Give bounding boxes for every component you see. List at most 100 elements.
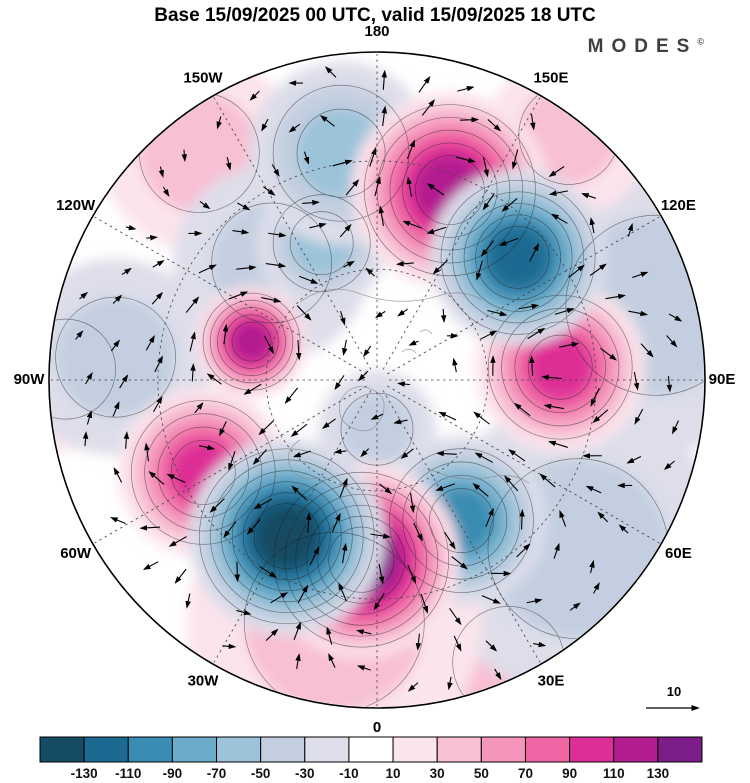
wind-arrow	[407, 682, 419, 692]
wind-arrow	[543, 403, 565, 410]
wind-arrow	[261, 297, 282, 303]
wind-arrow	[142, 561, 159, 570]
wind-arrow	[258, 420, 274, 436]
wind-arrow	[174, 568, 187, 584]
wind-arrow	[189, 331, 196, 352]
wind-arrow	[413, 522, 423, 542]
wind-arrow	[504, 475, 519, 492]
colorbar-tick-label: 50	[474, 766, 489, 781]
contour	[317, 515, 406, 604]
wind-vectors	[75, 66, 683, 692]
wind-arrow	[378, 205, 385, 226]
wind-arrow	[508, 449, 526, 462]
wind-arrow	[265, 262, 287, 269]
wind-arrow	[110, 517, 126, 524]
wind-arrow	[342, 339, 348, 356]
wind-arrow	[378, 563, 385, 585]
wind-arrow	[324, 66, 337, 78]
contour	[209, 300, 294, 384]
contour	[50, 318, 116, 420]
wind-arrow	[436, 450, 457, 457]
wind-arrow	[626, 456, 642, 464]
wind-arrow	[473, 411, 490, 425]
wind-arrow	[237, 202, 251, 211]
wind-arrow	[451, 556, 468, 570]
wind-arrow	[511, 149, 519, 170]
meridian-line	[387, 385, 660, 544]
wind-arrow	[331, 512, 341, 533]
contour	[253, 503, 320, 570]
wind-arrow	[440, 308, 447, 323]
contour	[224, 314, 279, 369]
wind-arrow	[406, 176, 413, 197]
wind-arrow	[181, 149, 188, 162]
wind-arrow	[148, 470, 165, 485]
wind-arrow	[246, 518, 261, 535]
colorbar-segment	[127, 736, 173, 763]
wind-arrow	[476, 260, 483, 281]
colorbar-tick-label: 110	[603, 766, 625, 781]
wind-arrow	[154, 355, 163, 373]
wind-arrow	[249, 90, 260, 101]
wind-arrow	[295, 340, 302, 361]
wind-arrow	[408, 339, 419, 346]
wind-arrow	[79, 291, 89, 300]
colorbar-segment	[392, 736, 438, 763]
colorbar-tick-label: -110	[115, 766, 141, 781]
colorbar-tick-label: -10	[339, 766, 359, 781]
wind-arrow	[597, 511, 609, 523]
modes-logo-text: MODES	[587, 36, 698, 57]
wind-arrow	[605, 293, 626, 300]
longitude-label: 60E	[665, 545, 692, 562]
wind-arrow	[487, 309, 508, 317]
wind-arrow	[432, 259, 448, 275]
wind-arrow	[219, 421, 227, 437]
wind-arrow	[358, 370, 369, 382]
meridian-line	[94, 216, 367, 375]
coastlines	[287, 288, 530, 484]
wind-arrow	[418, 75, 431, 93]
colorbar-segment	[657, 736, 703, 763]
wind-arrow	[309, 546, 320, 566]
wind-arrow	[232, 229, 250, 235]
contour	[389, 129, 511, 251]
meridian-line	[213, 390, 372, 663]
contour	[565, 214, 704, 396]
contour	[402, 142, 498, 238]
meridian-line	[382, 390, 541, 663]
wind-arrow	[370, 533, 391, 539]
wind-arrow	[482, 157, 489, 178]
wind-arrow	[166, 473, 186, 484]
longitude-label: 150E	[533, 70, 568, 87]
wind-arrow	[593, 582, 600, 594]
wind-arrow	[487, 119, 502, 132]
contour	[415, 155, 485, 225]
wind-arrow	[113, 467, 123, 483]
wind-arrow	[600, 347, 618, 361]
contour	[376, 116, 524, 264]
wind-arrow	[459, 117, 480, 123]
wind-arrow	[627, 223, 633, 237]
wind-arrow	[321, 418, 336, 429]
wind-arrow	[590, 387, 600, 407]
contour	[284, 482, 439, 637]
contour	[486, 225, 550, 289]
wind-arrow	[527, 327, 546, 340]
wind-arrow	[485, 640, 498, 652]
wind-arrow	[284, 387, 299, 404]
contour	[130, 400, 276, 545]
colorbar-tick-label: -30	[295, 766, 315, 781]
wind-arrow	[265, 628, 279, 641]
wind-arrow	[365, 267, 375, 277]
wind-arrow	[444, 531, 456, 550]
contour	[328, 526, 395, 593]
anomaly-field	[50, 53, 704, 707]
wind-arrow	[632, 271, 649, 279]
wind-arrow	[406, 139, 415, 159]
wind-arrow	[548, 166, 565, 178]
wind-arrow	[589, 217, 595, 234]
contour	[452, 191, 584, 324]
wind-arrow	[393, 418, 408, 425]
wind-arrow	[252, 449, 268, 465]
